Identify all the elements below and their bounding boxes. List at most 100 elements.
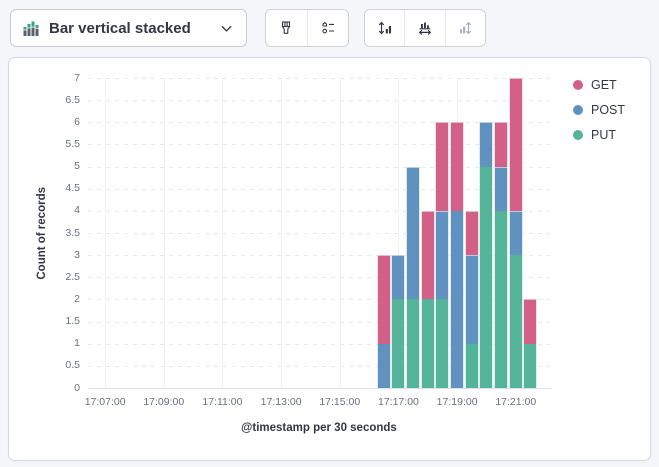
axis-extent-icon <box>457 20 473 36</box>
bar-segment[interactable] <box>406 299 421 388</box>
bar-segment[interactable] <box>435 210 450 300</box>
bar-segment[interactable] <box>494 166 509 211</box>
bar-segment[interactable] <box>523 343 538 388</box>
bar-segment[interactable] <box>494 210 509 388</box>
plot-area <box>88 78 550 388</box>
x-tick-label: 17:17:00 <box>378 396 419 408</box>
y-tick-label: 4 <box>74 204 80 217</box>
legend-swatch-icon <box>573 105 583 115</box>
y-axis-ticks: 0 0.5 1 1.5 2 2.5 3 3.5 4 4.5 5 5.5 6 6.5 7 <box>47 72 80 394</box>
bar-segment[interactable] <box>450 210 465 388</box>
x-tick-label: 17:15:00 <box>319 396 361 408</box>
bar-segment[interactable] <box>376 343 391 388</box>
y-tick-label: 2.5 <box>65 270 80 283</box>
bar-segment[interactable] <box>450 122 465 211</box>
legend: GET POST PUT <box>573 77 625 152</box>
bar-segment[interactable] <box>523 299 538 344</box>
bar-segment[interactable] <box>435 299 450 388</box>
y-grid-line <box>88 277 550 279</box>
bar-segment[interactable] <box>508 210 523 256</box>
fit-x-axis-button[interactable] <box>404 10 445 46</box>
x-grid-line <box>105 78 107 388</box>
y-grid-line <box>88 233 550 234</box>
y-tick-label: 7 <box>74 71 80 84</box>
y-tick-label: 6 <box>74 115 80 128</box>
x-tick-label: 17:11:00 <box>202 396 243 408</box>
bar-segment[interactable] <box>420 299 435 388</box>
bar-segment[interactable] <box>479 122 494 167</box>
bar-segment[interactable] <box>464 343 479 388</box>
brush-button[interactable] <box>266 10 307 46</box>
legend-label: PUT <box>591 128 616 142</box>
legend-swatch-icon <box>573 130 583 140</box>
legend-item[interactable]: PUT <box>573 127 625 143</box>
x-axis-line <box>88 388 551 389</box>
bar-segment[interactable] <box>420 210 435 300</box>
y-grid-line <box>88 299 550 301</box>
y-grid-line <box>88 188 550 190</box>
bar-segment[interactable] <box>464 255 479 344</box>
y-tick-label: 3.5 <box>65 226 80 239</box>
x-tick-label: 17:21:00 <box>495 396 537 408</box>
bar-segment[interactable] <box>391 299 406 388</box>
x-tick-label: 17:07:00 <box>84 396 126 408</box>
axis-button-group <box>364 9 486 47</box>
y-grid-line <box>88 365 550 367</box>
chart-type-label: Bar vertical stacked <box>49 19 191 37</box>
x-grid-line <box>281 78 283 388</box>
y-tick-label: 5.5 <box>65 137 80 150</box>
fit-y-axis-button[interactable] <box>365 10 405 46</box>
y-tick-label: 1 <box>74 337 80 350</box>
legend-settings-icon <box>320 20 336 36</box>
y-grid-line <box>88 78 550 79</box>
y-tick-label: 5 <box>74 160 80 173</box>
legend-label: GET <box>591 78 617 92</box>
x-grid-line <box>222 78 224 388</box>
y-tick-label: 4.5 <box>65 182 80 195</box>
legend-swatch-icon <box>573 80 583 90</box>
x-grid-line <box>339 78 341 388</box>
y-grid-line <box>88 210 550 212</box>
y-tick-label: 6.5 <box>65 93 80 106</box>
legend-item[interactable]: POST <box>573 102 625 118</box>
bar-segment[interactable] <box>376 255 391 344</box>
bar-segment[interactable] <box>406 166 421 300</box>
chevron-down-icon <box>219 21 234 36</box>
x-grid-line <box>163 78 165 388</box>
x-tick-label: 17:13:00 <box>260 396 302 408</box>
y-grid-line <box>88 343 550 345</box>
x-tick-label: 17:09:00 <box>143 396 185 408</box>
chart-type-dropdown[interactable]: Bar vertical stacked <box>10 9 247 47</box>
x-grid-line <box>398 78 400 388</box>
bar-segment[interactable] <box>494 122 509 167</box>
bar-segment[interactable] <box>479 166 494 388</box>
fit-y-axis-icon <box>377 20 393 36</box>
style-button-group <box>265 9 349 47</box>
y-grid-line <box>88 321 550 323</box>
brush-icon <box>278 20 294 36</box>
legend-settings-button[interactable] <box>306 10 348 46</box>
y-tick-label: 1.5 <box>65 315 80 328</box>
y-tick-label: 0 <box>74 381 80 394</box>
bar-segment[interactable] <box>435 122 450 211</box>
y-grid-line <box>88 255 550 257</box>
legend-label: POST <box>591 103 626 117</box>
bar-segment[interactable] <box>508 255 523 388</box>
bar-segment[interactable] <box>464 210 479 256</box>
chart-panel: Count of records 0 0.5 1 1.5 2 2.5 3 3.5 4 4.5 5 5.… <box>8 57 651 461</box>
y-tick-label: 2 <box>74 292 80 305</box>
x-axis-ticks: 17:07:00 17:09:00 17:11:00 17:13:00 17:15:00… <box>85 396 550 410</box>
legend-item[interactable]: GET <box>573 77 625 93</box>
bar-segment[interactable] <box>508 78 523 211</box>
y-grid-line <box>88 122 550 124</box>
y-grid-line <box>88 144 550 146</box>
y-grid-line <box>88 166 550 168</box>
x-axis-title: @timestamp per 30 seconds <box>241 422 397 434</box>
y-tick-label: 0.5 <box>65 359 80 372</box>
axis-extent-button <box>444 10 485 46</box>
y-grid-line <box>88 100 550 102</box>
x-tick-label: 17:19:00 <box>436 396 478 408</box>
bar-segment[interactable] <box>391 255 406 300</box>
bar-vertical-stacked-icon <box>23 20 40 36</box>
y-tick-label: 3 <box>74 248 80 261</box>
